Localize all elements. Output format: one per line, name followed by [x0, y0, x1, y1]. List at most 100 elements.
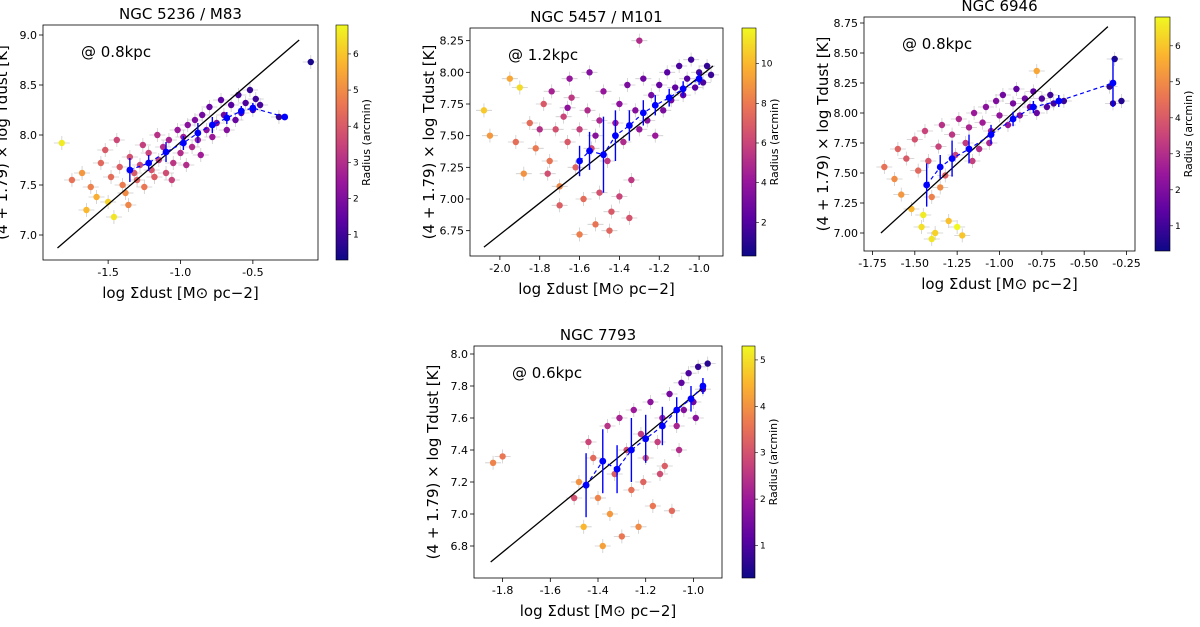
x-tick-label: -1.5 — [97, 266, 118, 279]
data-point — [546, 157, 553, 165]
data-point — [635, 523, 642, 530]
binned-trend-line — [926, 82, 1114, 186]
data-point — [616, 414, 623, 422]
data-point — [948, 131, 956, 138]
data-point — [125, 201, 132, 209]
data-point — [604, 157, 611, 165]
data-point — [584, 107, 591, 114]
x-tick-label: -1.0 — [688, 262, 709, 275]
y-tick-label: 6.8 — [451, 540, 469, 553]
colorbar-label: Radius (arcmin) — [360, 99, 373, 186]
colorbar-tick-label: 3 — [353, 158, 359, 168]
data-point — [704, 360, 711, 367]
x-tick-label: -0.50 — [1070, 257, 1098, 270]
colorbar-tick-label: 4 — [760, 402, 766, 412]
data-point — [113, 136, 121, 144]
y-axis-label: (4 + 1.79) × log Tdust [K] — [420, 45, 438, 240]
data-point — [536, 126, 543, 133]
data-point — [918, 223, 925, 231]
data-point — [102, 146, 109, 154]
data-point — [652, 132, 659, 139]
data-point — [996, 112, 1003, 119]
data-point — [637, 430, 645, 438]
binned-point — [1055, 97, 1063, 105]
plot-area — [863, 16, 1136, 252]
data-point — [151, 173, 158, 181]
data-point — [618, 533, 626, 540]
colorbar-tick-label: 6 — [353, 50, 359, 60]
data-point — [685, 370, 692, 377]
chart-panel-2: -2.0 -1.8 -1.6 -1.4 -1.2 -1.0 6.75 7.00 7.25 7.50… — [420, 8, 781, 298]
data-point — [656, 470, 664, 478]
chart-title: NGC 5457 / M101 — [530, 8, 662, 26]
data-point — [139, 141, 147, 149]
data-point — [654, 438, 661, 446]
binned-point — [223, 114, 231, 122]
x-tick-label: -1.2 — [635, 584, 656, 597]
binned-point — [162, 148, 170, 156]
y-tick-label: 8.0 — [20, 129, 38, 142]
binned-point — [687, 395, 695, 403]
data-point — [925, 157, 932, 165]
data-point — [640, 75, 647, 82]
y-tick-label: 8.25 — [440, 35, 465, 48]
data-point — [256, 101, 264, 109]
y-tick-label: 7.75 — [834, 137, 859, 150]
data-point — [911, 136, 919, 143]
data-point — [575, 478, 583, 486]
data-point — [937, 184, 944, 191]
data-point — [920, 211, 927, 219]
data-point — [232, 116, 239, 124]
y-tick-label: 8.00 — [440, 66, 465, 79]
y-tick-label: 7.4 — [451, 444, 469, 457]
binned-point — [625, 122, 633, 129]
data-point — [580, 523, 587, 530]
data-point — [58, 139, 66, 147]
data-point — [959, 232, 966, 239]
data-point — [585, 438, 592, 446]
data-point — [141, 183, 148, 191]
binned-point — [249, 104, 257, 112]
colorbar-tick-label: 2 — [1175, 186, 1181, 196]
binned-point — [600, 151, 607, 159]
data-point — [217, 96, 225, 104]
data-point — [83, 206, 90, 214]
colorbar — [741, 27, 757, 257]
colorbar-tick-label: 1 — [1175, 222, 1181, 232]
y-tick-label: 7.00 — [834, 227, 859, 240]
resolution-annotation: @ 1.2kpc — [508, 46, 578, 64]
binned-point — [1029, 103, 1037, 111]
colorbar-label: Radius (arcmin) — [767, 419, 780, 506]
fit-line — [483, 65, 714, 248]
data-point — [532, 145, 539, 152]
y-axis-label: (4 + 1.79) × log Tdust [K] — [424, 365, 442, 560]
data-point — [499, 453, 506, 460]
data-point — [616, 193, 623, 200]
binned-point — [699, 382, 707, 390]
resolution-annotation: @ 0.8kpc — [902, 35, 972, 53]
binned-point — [665, 94, 673, 102]
chart-title: NGC 6946 — [961, 0, 1037, 15]
y-tick-label: 8.50 — [834, 47, 859, 60]
data-point — [687, 56, 695, 63]
data-point — [970, 109, 978, 117]
colorbar-tick-label: 2 — [761, 218, 767, 228]
data-point — [975, 145, 983, 153]
data-point — [664, 69, 671, 76]
data-point — [544, 170, 551, 177]
fit-line — [490, 385, 706, 563]
data-point — [982, 103, 990, 111]
data-point — [520, 170, 527, 177]
y-tick-label: 7.25 — [834, 197, 859, 210]
data-point — [126, 153, 134, 161]
data-point — [566, 75, 573, 82]
binned-trend-line — [579, 78, 700, 162]
data-point — [540, 100, 547, 108]
data-point — [600, 88, 607, 95]
data-point — [170, 159, 177, 167]
data-point — [656, 81, 663, 89]
x-tick-label: -1.75 — [858, 257, 886, 270]
plot-content — [475, 33, 720, 248]
colorbar-label: Radius (arcmin) — [1182, 91, 1195, 178]
data-point — [962, 139, 969, 147]
